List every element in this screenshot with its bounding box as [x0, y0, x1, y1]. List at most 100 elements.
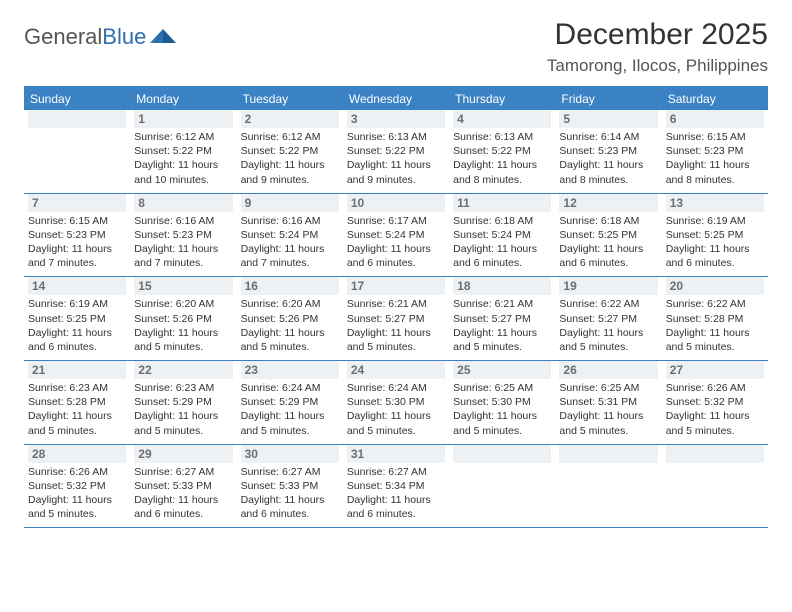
day-number: 26 — [559, 361, 657, 379]
day-number: 14 — [28, 277, 126, 295]
calendar-cell: 29Sunrise: 6:27 AMSunset: 5:33 PMDayligh… — [130, 445, 236, 528]
cell-line: Sunrise: 6:18 AM — [453, 214, 551, 228]
cell-line: Sunrise: 6:20 AM — [134, 297, 232, 311]
cell-line: and 5 minutes. — [134, 424, 232, 438]
weekday-row: SundayMondayTuesdayWednesdayThursdayFrid… — [24, 88, 768, 110]
cell-line: Sunset: 5:27 PM — [453, 312, 551, 326]
cell-line: Sunset: 5:24 PM — [347, 228, 445, 242]
calendar-cell: 21Sunrise: 6:23 AMSunset: 5:28 PMDayligh… — [24, 361, 130, 444]
cell-line: Sunset: 5:31 PM — [559, 395, 657, 409]
calendar-cell: 28Sunrise: 6:26 AMSunset: 5:32 PMDayligh… — [24, 445, 130, 528]
cell-line: and 10 minutes. — [134, 173, 232, 187]
day-number: 23 — [241, 361, 339, 379]
cell-line: Sunrise: 6:24 AM — [241, 381, 339, 395]
cell-line: and 5 minutes. — [453, 424, 551, 438]
cell-line: Daylight: 11 hours — [241, 242, 339, 256]
day-number: 18 — [453, 277, 551, 295]
calendar-cell: 27Sunrise: 6:26 AMSunset: 5:32 PMDayligh… — [662, 361, 768, 444]
logo-text: GeneralBlue — [24, 24, 146, 50]
calendar-cell: 7Sunrise: 6:15 AMSunset: 5:23 PMDaylight… — [24, 194, 130, 277]
cell-line: Daylight: 11 hours — [347, 242, 445, 256]
cell-line: Sunrise: 6:13 AM — [453, 130, 551, 144]
cell-line: Daylight: 11 hours — [28, 493, 126, 507]
calendar-cell — [449, 445, 555, 528]
cell-line: Sunset: 5:34 PM — [347, 479, 445, 493]
cell-line: Daylight: 11 hours — [559, 242, 657, 256]
weekday-label: Monday — [130, 88, 236, 110]
cell-line: Sunrise: 6:16 AM — [134, 214, 232, 228]
calendar-cell: 9Sunrise: 6:16 AMSunset: 5:24 PMDaylight… — [237, 194, 343, 277]
day-number: 13 — [666, 194, 764, 212]
calendar-cell: 15Sunrise: 6:20 AMSunset: 5:26 PMDayligh… — [130, 277, 236, 360]
cell-line: Sunrise: 6:15 AM — [666, 130, 764, 144]
day-number — [559, 445, 657, 463]
cell-line: Daylight: 11 hours — [347, 409, 445, 423]
calendar-cell: 14Sunrise: 6:19 AMSunset: 5:25 PMDayligh… — [24, 277, 130, 360]
cell-line: Sunrise: 6:23 AM — [28, 381, 126, 395]
cell-line: Sunset: 5:23 PM — [28, 228, 126, 242]
cell-line: Daylight: 11 hours — [347, 326, 445, 340]
cell-line: Sunset: 5:27 PM — [559, 312, 657, 326]
cell-line: Sunrise: 6:23 AM — [134, 381, 232, 395]
cell-line: Sunset: 5:32 PM — [666, 395, 764, 409]
day-number: 8 — [134, 194, 232, 212]
day-number: 15 — [134, 277, 232, 295]
day-number: 19 — [559, 277, 657, 295]
cell-line: and 5 minutes. — [28, 424, 126, 438]
cell-line: Daylight: 11 hours — [559, 158, 657, 172]
day-number: 31 — [347, 445, 445, 463]
day-number: 21 — [28, 361, 126, 379]
calendar-cell: 24Sunrise: 6:24 AMSunset: 5:30 PMDayligh… — [343, 361, 449, 444]
calendar-cell — [555, 445, 661, 528]
day-number: 1 — [134, 110, 232, 128]
cell-line: Sunrise: 6:22 AM — [666, 297, 764, 311]
cell-line: and 6 minutes. — [347, 507, 445, 521]
day-number: 27 — [666, 361, 764, 379]
calendar-cell: 10Sunrise: 6:17 AMSunset: 5:24 PMDayligh… — [343, 194, 449, 277]
cell-line: and 7 minutes. — [134, 256, 232, 270]
cell-line: Sunrise: 6:27 AM — [241, 465, 339, 479]
cell-line: Sunrise: 6:27 AM — [347, 465, 445, 479]
calendar-cell: 6Sunrise: 6:15 AMSunset: 5:23 PMDaylight… — [662, 110, 768, 193]
day-number: 20 — [666, 277, 764, 295]
cell-line: Sunrise: 6:25 AM — [559, 381, 657, 395]
cell-line: Sunset: 5:26 PM — [134, 312, 232, 326]
cell-line: Sunrise: 6:19 AM — [28, 297, 126, 311]
cell-line: and 5 minutes. — [347, 424, 445, 438]
calendar-cell: 11Sunrise: 6:18 AMSunset: 5:24 PMDayligh… — [449, 194, 555, 277]
day-number: 10 — [347, 194, 445, 212]
calendar: SundayMondayTuesdayWednesdayThursdayFrid… — [24, 86, 768, 528]
cell-line: Sunrise: 6:15 AM — [28, 214, 126, 228]
cell-line: and 5 minutes. — [666, 340, 764, 354]
cell-line: Sunrise: 6:18 AM — [559, 214, 657, 228]
cell-line: Sunrise: 6:21 AM — [347, 297, 445, 311]
cell-line: Sunset: 5:29 PM — [134, 395, 232, 409]
day-number: 28 — [28, 445, 126, 463]
cell-line: Sunset: 5:22 PM — [453, 144, 551, 158]
cell-line: Daylight: 11 hours — [28, 326, 126, 340]
cell-line: Daylight: 11 hours — [241, 409, 339, 423]
cell-line: Sunset: 5:23 PM — [559, 144, 657, 158]
day-number: 22 — [134, 361, 232, 379]
logo: GeneralBlue — [24, 24, 176, 50]
cell-line: Sunrise: 6:21 AM — [453, 297, 551, 311]
cell-line: Sunset: 5:33 PM — [134, 479, 232, 493]
cell-line: Daylight: 11 hours — [134, 493, 232, 507]
cell-line: Daylight: 11 hours — [134, 242, 232, 256]
cell-line: and 5 minutes. — [134, 340, 232, 354]
weekday-label: Tuesday — [237, 88, 343, 110]
cell-line: and 5 minutes. — [241, 424, 339, 438]
cell-line: Sunrise: 6:26 AM — [28, 465, 126, 479]
weekday-label: Friday — [555, 88, 661, 110]
calendar-cell: 4Sunrise: 6:13 AMSunset: 5:22 PMDaylight… — [449, 110, 555, 193]
cell-line: Sunset: 5:28 PM — [666, 312, 764, 326]
cell-line: Sunrise: 6:16 AM — [241, 214, 339, 228]
cell-line: and 6 minutes. — [453, 256, 551, 270]
calendar-cell: 3Sunrise: 6:13 AMSunset: 5:22 PMDaylight… — [343, 110, 449, 193]
calendar-week: 14Sunrise: 6:19 AMSunset: 5:25 PMDayligh… — [24, 277, 768, 361]
logo-text-2: Blue — [102, 24, 146, 49]
calendar-cell: 23Sunrise: 6:24 AMSunset: 5:29 PMDayligh… — [237, 361, 343, 444]
cell-line: Sunset: 5:30 PM — [347, 395, 445, 409]
cell-line: and 8 minutes. — [453, 173, 551, 187]
cell-line: Daylight: 11 hours — [134, 409, 232, 423]
